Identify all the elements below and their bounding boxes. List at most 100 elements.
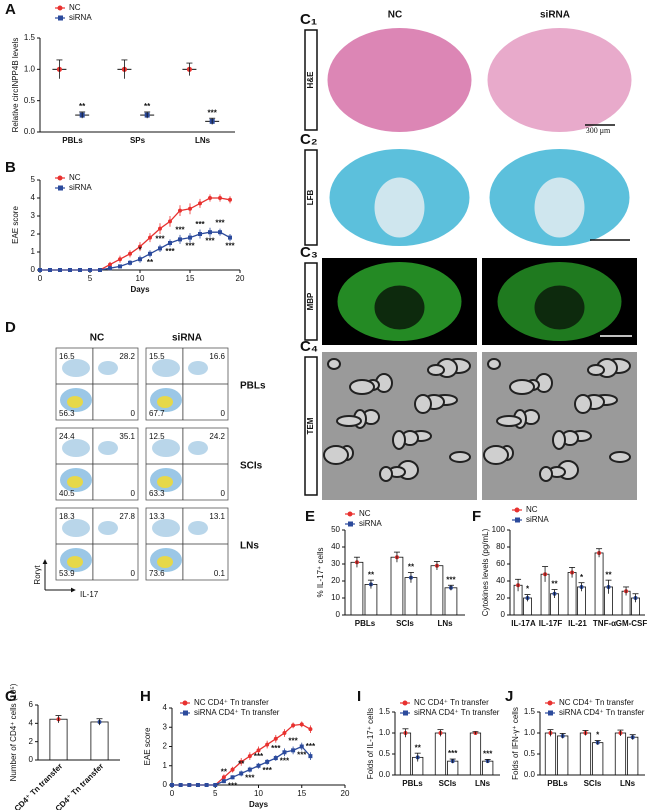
tissue [327,28,472,132]
quadrant-value: 0 [131,409,136,418]
significance: *** [175,226,185,235]
axon [349,379,375,395]
quadrant-value: 24.4 [59,432,75,441]
point [265,742,270,747]
axon [609,451,631,463]
point [88,268,92,272]
y-tick-label: 0.0 [24,127,36,136]
bar [404,577,418,616]
stain-box [304,149,318,246]
quadrant-value: 35.1 [119,432,135,441]
y-tick-label: 0.5 [24,96,36,105]
x-tick-label: PBLs [62,136,83,145]
point [256,748,261,753]
y-tick-label: 0 [501,610,506,619]
y-tick-label: 4 [29,718,34,727]
stain-box [304,356,318,496]
significance: *** [195,220,205,229]
cell-core [157,476,173,488]
significance: *** [185,242,195,251]
point [178,237,182,242]
point [178,783,183,787]
bar [557,735,569,776]
point [138,257,142,262]
quadrant-value: 13.3 [149,512,165,521]
point [118,264,122,269]
axon [392,430,406,450]
significance: ** [605,570,612,579]
y-tick-label: 40 [331,542,340,551]
quadrant-value: 67.7 [149,409,165,418]
cell-cloud [98,441,118,455]
point [218,230,222,235]
point [187,783,192,787]
axon [449,451,471,463]
quadrant-value: 0 [221,489,226,498]
point [273,736,278,741]
point [108,266,112,271]
legend-marker [57,5,63,11]
point [195,783,200,787]
x-tick-label: IL-17F [539,619,563,628]
y-tick-label: 10 [331,593,340,602]
bar [390,556,404,616]
point [68,268,72,272]
row-label: LNs [240,541,259,552]
tissue [487,28,632,132]
point [158,246,162,251]
x-tick-label: 5 [213,789,218,798]
stain-label: H&E [306,71,315,89]
x-tick-label: SPs [130,136,146,145]
cell-cloud [188,441,208,455]
legend-label: NC [526,505,538,514]
scale-label: 300 μm [586,126,611,135]
panel-label: G [5,688,17,705]
significance: *** [207,108,217,117]
panel-label: C₁ [300,11,317,28]
significance: *** [448,749,458,758]
cell-cloud [62,359,90,377]
point [98,268,102,272]
y-tick-label: 20 [331,576,340,585]
bar [434,732,447,776]
axon [487,358,501,370]
significance: ** [221,767,228,776]
quadrant-value: 63.3 [149,489,165,498]
quadrant-value: 53.9 [59,569,75,578]
bar [579,732,592,776]
y-tick-label: 3 [163,722,168,731]
bar [364,584,378,616]
x-axis-label: Days [130,285,150,294]
x-tick-label: PBLs [355,619,376,628]
significance: *** [306,742,316,751]
y-tick-label: 0.0 [524,770,536,779]
stain-box [304,29,318,131]
bar [90,721,109,761]
y-axis-label: Number of CD4⁺ cells (10⁵) [9,683,18,781]
y-tick-label: 3 [31,211,36,220]
significance: ** [368,570,375,579]
panel-label: D [5,319,16,336]
quadrant-value: 73.6 [149,569,165,578]
column-header: siRNA [540,10,570,21]
y-tick-label: 2 [31,229,36,238]
y-tick-label: 0.5 [524,749,536,758]
legend-marker [183,710,188,716]
x-tick-label: 20 [341,789,350,798]
legend-label: siRNA [69,13,92,22]
bar [49,718,68,761]
y-tick-label: 1.0 [24,64,36,73]
cell-cloud [188,521,208,535]
point [282,750,287,755]
axon [539,466,553,482]
bar [594,552,604,616]
stain-label: LFB [306,190,315,206]
quadrant-value: 0.1 [214,569,226,578]
legend-marker [182,700,188,706]
x-tick-label: 20 [236,274,245,283]
y-tick-label: 80 [496,542,505,551]
panel-label: A [5,1,16,18]
gray-matter [374,177,425,238]
point [228,235,232,240]
point [265,759,270,764]
